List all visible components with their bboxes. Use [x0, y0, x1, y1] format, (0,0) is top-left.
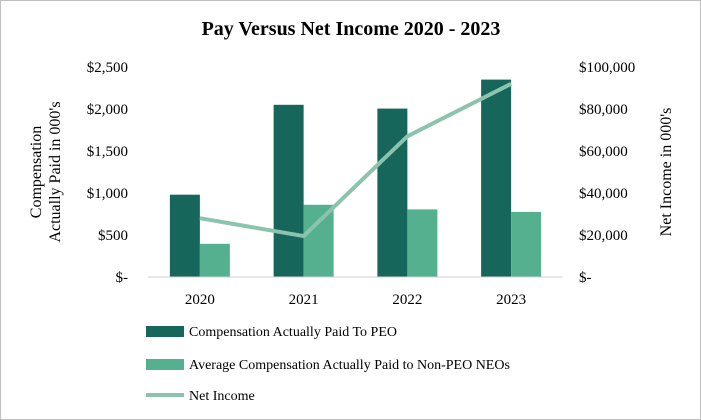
- legend: Compensation Actually Paid To PEO Averag…: [146, 325, 510, 404]
- line-series-layer: [199, 82, 513, 239]
- x-tick-label: 2023: [496, 292, 526, 308]
- bar-non-peo: [199, 243, 230, 277]
- left-axis-label-line2: Actually Paid in 000's: [47, 101, 64, 242]
- right-tick-label: $80,000: [579, 102, 628, 118]
- net-income-line: [199, 82, 513, 239]
- bar-peo: [377, 108, 408, 277]
- x-axis-ticks: 2020 2021 2022 2023: [185, 292, 526, 308]
- legend-label-non-peo: Average Compensation Actually Paid to No…: [189, 358, 510, 373]
- legend-label-peo: Compensation Actually Paid To PEO: [189, 325, 397, 340]
- right-tick-label: $20,000: [579, 228, 628, 244]
- right-tick-label: $-: [579, 270, 592, 286]
- left-tick-label: $1,500: [87, 144, 128, 160]
- left-tick-label: $500: [98, 228, 128, 244]
- x-tick-label: 2020: [185, 292, 215, 308]
- left-tick-label: $-: [116, 270, 129, 286]
- bar-peo: [273, 104, 304, 277]
- right-tick-label: $60,000: [579, 144, 628, 160]
- legend-swatch-peo: [146, 326, 184, 337]
- left-tick-label: $2,500: [87, 60, 128, 76]
- left-tick-label: $2,000: [87, 102, 128, 118]
- x-tick-label: 2021: [289, 292, 319, 308]
- right-tick-label: $100,000: [579, 60, 635, 76]
- left-tick-label: $1,000: [87, 186, 128, 202]
- bars-layer: [169, 79, 542, 277]
- bar-non-peo: [407, 209, 438, 277]
- bar-non-peo: [303, 204, 334, 277]
- chart-title: Pay Versus Net Income 2020 - 2023: [202, 18, 501, 40]
- left-axis-ticks: $- $500 $1,000 $1,500 $2,000 $2,500: [87, 60, 128, 286]
- right-axis-ticks: $- $20,000 $40,000 $60,000 $80,000 $100,000: [579, 60, 635, 286]
- right-tick-label: $40,000: [579, 186, 628, 202]
- bar-peo: [169, 194, 200, 277]
- left-axis-label-line1: Compensation: [28, 126, 45, 218]
- right-axis-label: Net Income in 000's: [658, 108, 675, 237]
- legend-swatch-non-peo: [146, 359, 184, 370]
- bar-non-peo: [511, 211, 542, 277]
- bar-peo: [481, 79, 512, 277]
- legend-label-net-income: Net Income: [189, 389, 255, 404]
- x-tick-label: 2022: [392, 292, 422, 308]
